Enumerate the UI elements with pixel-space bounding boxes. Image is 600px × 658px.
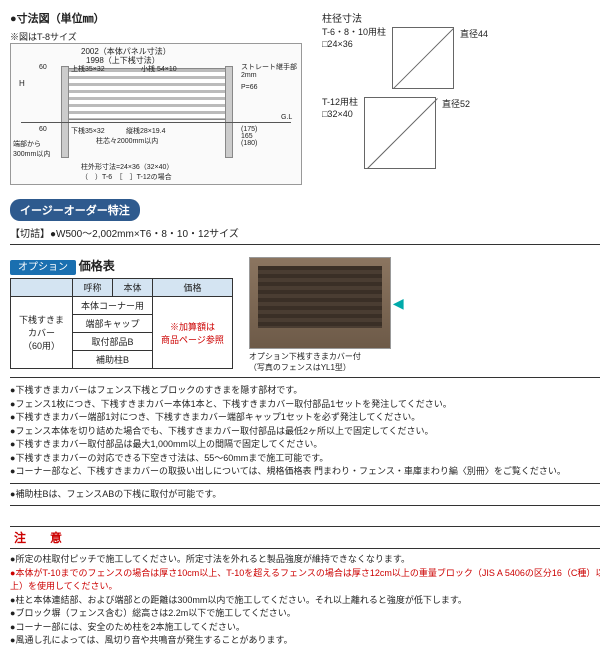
label-upper-rail: 上桟35×32 bbox=[71, 64, 105, 74]
dimension-title: ●寸法図（単位㎜） bbox=[10, 10, 302, 26]
note-3: 下桟すきまカバー端部1対につき、下桟すきまカバー端部キャップ1セットを必ず発注し… bbox=[10, 411, 600, 425]
kiritsu-text: 【切詰】●W500〜2,002mm×T6・8・10・12サイズ bbox=[10, 225, 600, 240]
price-note: ※加算額は 商品ページ参照 bbox=[153, 297, 233, 369]
th-price: 価格 bbox=[153, 279, 233, 297]
notes-list: 下桟すきまカバーはフェンス下桟とブロックのすきまを隠す部材です。 フェンス1枚に… bbox=[10, 384, 600, 501]
label-lower-rail: 下桟35×32 bbox=[71, 126, 105, 136]
caution-1: 所定の柱取付ピッチで施工してください。所定寸法を外れると製品強度が維持できなくな… bbox=[10, 553, 600, 567]
price-title: 価格表 bbox=[79, 259, 115, 273]
post1-dia: 直径44 bbox=[460, 27, 488, 40]
label-p66: P=66 bbox=[241, 84, 258, 91]
note-7: コーナー部など、下桟すきまカバーの取扱い出しについては、規格価格表 門まわり・フ… bbox=[10, 465, 600, 479]
r1: 本体コーナー用 bbox=[73, 297, 153, 315]
label-60b: 60 bbox=[39, 126, 47, 133]
note-2: フェンス1枚につき、下桟すきまカバー本体1本と、下桟すきまカバー取付部品1セット… bbox=[10, 398, 600, 412]
caution-6: 風通し孔によっては、風切り音や共鳴音が発生することがあります。 bbox=[10, 634, 600, 648]
caution-5: コーナー部には、安全のため柱を2本施工してください。 bbox=[10, 621, 600, 635]
label-pitch: 柱芯々2000mm以内 bbox=[96, 136, 158, 146]
label-h: H bbox=[19, 79, 25, 88]
r4: 補助柱B bbox=[73, 351, 153, 369]
fence-diagram: 2002（本体パネル寸法） 1998（上下桟寸法） 上桟35×32 小桟 54×… bbox=[10, 43, 302, 185]
note-4: フェンス本体を切り詰めた場合でも、下桟すきまカバー取付部品は最低2ヶ所以上で固定… bbox=[10, 425, 600, 439]
caution-4: ブロック塀（フェンス含む）総高さは2.2m以下で施工してください。 bbox=[10, 607, 600, 621]
row-label: 下桟すきま カバー （60用） bbox=[11, 297, 73, 369]
label-joint: ストレート継手部 2mm bbox=[241, 62, 297, 79]
label-bottom-note: 柱外形寸法=24×36（32×40） （ ）T-6 ［ ］T-12の場合 bbox=[81, 162, 173, 182]
option-badge: オプション bbox=[10, 260, 76, 275]
label-slat: 小桟 54×10 bbox=[141, 64, 177, 74]
option-photo bbox=[249, 257, 391, 349]
r2: 端部キャップ bbox=[73, 315, 153, 333]
label-h60: 60 bbox=[39, 64, 47, 71]
post1-label: T-6・8・10用柱 bbox=[322, 27, 386, 39]
note-8: 補助柱Bは、フェンスABの下桟に取付が可能です。 bbox=[10, 488, 600, 502]
note-1: 下桟すきまカバーはフェンス下桟とブロックのすきまを隠す部材です。 bbox=[10, 384, 600, 398]
th-name: 呼称 bbox=[73, 279, 113, 297]
label-gl: G.L bbox=[281, 114, 292, 121]
post2-box bbox=[364, 97, 436, 169]
post2-dia: 直径52 bbox=[442, 97, 470, 110]
price-table: 呼称 本体 価格 下桟すきま カバー （60用） 本体コーナー用 ※加算額は 商… bbox=[10, 278, 233, 369]
th-body: 本体 bbox=[113, 279, 153, 297]
arrow-icon: ◀ bbox=[393, 295, 404, 312]
easy-order-banner: イージーオーダー特注 bbox=[10, 199, 140, 221]
photo-caption: オプション下桟すきまカバー付 （写真のフェンスはYL1型） bbox=[249, 351, 404, 373]
label-vrail: 縦桟28×19.4 bbox=[126, 126, 166, 136]
caution-header: 注 意 bbox=[10, 526, 600, 549]
caution-2: 本体がT-10までのフェンスの場合は厚さ10cm以上、T-10を超えるフェンスの… bbox=[10, 567, 600, 594]
r3: 取付部品B bbox=[73, 333, 153, 351]
caution-3: 柱と本体連結部、および端部との距離は300mm以内で施工してください。それ以上離… bbox=[10, 594, 600, 608]
post2-label: T-12用柱 bbox=[322, 97, 358, 109]
post1-size: □24×36 bbox=[322, 39, 386, 51]
label-dims: (175) 165 (180) bbox=[241, 126, 257, 147]
note-6: 下桟すきまカバーの対応できる下空き寸法は、55〜60mmまで施工可能です。 bbox=[10, 452, 600, 466]
dimension-note: ※図はT-8サイズ bbox=[10, 30, 302, 43]
note-5: 下桟すきまカバー取付部品は最大1,000mm以上の間隔で固定してください。 bbox=[10, 438, 600, 452]
post1-box bbox=[392, 27, 454, 89]
post2-size: □32×40 bbox=[322, 109, 358, 121]
caution-list: 所定の柱取付ピッチで施工してください。所定寸法を外れると製品強度が維持できなくな… bbox=[10, 553, 600, 648]
label-left-note: 端部から 300mm以内 bbox=[13, 139, 50, 159]
post-section-title: 柱径寸法 bbox=[322, 10, 522, 25]
